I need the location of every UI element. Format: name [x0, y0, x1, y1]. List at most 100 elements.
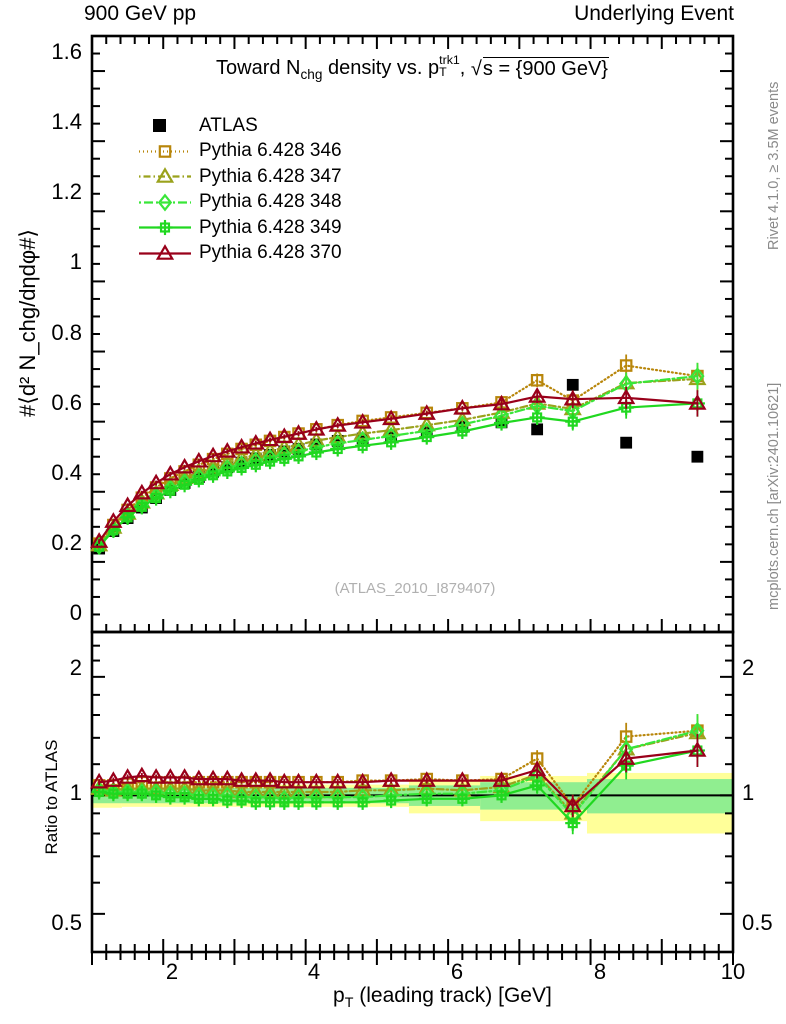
legend-key-5 — [137, 241, 193, 266]
axis-ticks — [91, 35, 734, 965]
legend-key-4 — [137, 215, 193, 240]
x-tick-label-8: 8 — [593, 959, 607, 984]
ratio-pythia-6-428-370-marker — [289, 772, 308, 789]
series-pythia-6-428-370-marker — [232, 437, 251, 454]
legend-item-0[interactable]: ATLAS — [137, 113, 342, 139]
legend-item-5[interactable]: Pythia 6.428 370 — [137, 241, 342, 267]
ratio-pythia-6-428-370-marker — [417, 771, 436, 787]
title-sub-T: T — [439, 64, 447, 79]
series-pythia-6-428-370-marker — [417, 404, 436, 420]
series-pythia-6-428-349-line — [97, 402, 699, 548]
series-pythia-6-428-370-marker — [275, 427, 294, 444]
ratio-pythia-6-428-370-marker — [218, 769, 237, 786]
series-pythia-6-428-370-marker — [90, 532, 109, 548]
y-tick-label-ratio-0_5: 0.5 — [51, 910, 82, 935]
page-title: Toward Nchg density vs. p trk1 T, √s = {90… — [92, 52, 733, 82]
series-atlas-marker — [691, 450, 704, 463]
series-pythia-6-428-370-marker — [189, 451, 208, 468]
title-sub-chg: chg — [300, 66, 323, 82]
legend-item-4[interactable]: Pythia 6.428 349 — [137, 215, 342, 241]
ratio-pythia-6-428-370-marker — [453, 771, 472, 787]
series-pythia-6-428-370-marker — [382, 409, 401, 426]
legend-label-1: Pythia 6.428 346 — [199, 140, 342, 162]
series-pythia-6-428-370-marker — [246, 433, 265, 450]
y-tick-label-main-3: 1 — [69, 249, 82, 274]
ratio-pythia-6-428-370-marker — [528, 760, 547, 777]
series-atlas-marker — [566, 378, 579, 391]
series-pythia-6-428-370-marker — [307, 419, 326, 436]
x-tick-label-2: 2 — [165, 959, 179, 984]
legend-key-1 — [137, 139, 193, 164]
ratio-pythia-6-428-370-marker — [688, 741, 707, 757]
legend-label-3: Pythia 6.428 348 — [199, 191, 342, 213]
title-pt-supsub: trk1 T — [439, 52, 460, 79]
series-pythia-6-428-370-marker — [146, 473, 166, 490]
x-tick-label-4: 4 — [307, 959, 321, 984]
title-part-3: , — [459, 57, 471, 79]
header-right-analysis-label: Underlying Event — [574, 2, 734, 25]
series-pythia-6-428-370-marker — [218, 442, 237, 458]
series-pythia-6-428-370-marker — [161, 464, 180, 481]
legend-key-2 — [137, 164, 193, 189]
y-tick-label-main-0: 1.6 — [51, 39, 82, 64]
ratio-pythia-6-428-370-marker — [353, 772, 372, 789]
ratio-pythia-6-428-370-marker — [617, 749, 636, 765]
series-pythia-6-428-370-marker — [289, 424, 308, 440]
title-sup-trk1: trk1 — [439, 52, 460, 67]
legend-item-3[interactable]: Pythia 6.428 348 — [137, 190, 342, 216]
series-pythia-6-428-370-marker — [492, 394, 511, 411]
legend-item-1[interactable]: Pythia 6.428 346 — [137, 139, 342, 165]
ratio-pythia-6-428-370-marker — [232, 771, 251, 787]
ratio-pythia-6-428-370-marker — [563, 796, 582, 813]
y-tick-label-main-8: 0 — [69, 600, 82, 625]
series-atlas-marker — [620, 436, 633, 449]
series-atlas-marker — [531, 423, 544, 436]
ratio-pythia-6-428-370-marker — [203, 769, 223, 786]
y-tick-label-ratio-1: 1 — [69, 780, 82, 805]
x-axis-label: pT (leading track) [GeV] — [333, 984, 552, 1011]
legend-marker-diamond-icon — [157, 193, 173, 212]
ratio-pythia-6-428-370-marker — [260, 771, 280, 787]
series-pythia-6-428-370-marker — [132, 483, 151, 500]
series-pythia-6-428-370-marker — [453, 398, 472, 415]
ratio-pythia-6-428-370-marker — [328, 772, 347, 789]
y-tick-label-main-4: 0.8 — [51, 320, 82, 345]
header-left-beam-label: 900 GeV pp — [84, 2, 197, 25]
y-tick-label-main-6: 0.4 — [51, 460, 82, 485]
main-panel-frame — [90, 34, 735, 634]
ratio-pythia-6-428-370-marker — [132, 766, 151, 783]
legend: ATLAS Pythia 6.428 346 Pythia 6.428 347 Pyt… — [137, 113, 342, 266]
legend-label-2: Pythia 6.428 347 — [199, 165, 342, 187]
series-pythia-6-428-346-marker — [530, 373, 544, 387]
series-pythia-6-428-370-marker — [175, 457, 194, 474]
ratio-pythia-6-428-370-marker — [189, 769, 208, 786]
title-part-1: Toward N — [216, 57, 301, 79]
legend-marker-square-icon — [158, 144, 172, 158]
series-atlas-marker — [331, 435, 344, 447]
ratio-pythia-6-428-370-marker — [90, 772, 109, 789]
legend-marker-triangle-icon — [155, 243, 175, 260]
series-pythia-6-428-347-line — [97, 377, 699, 547]
title-part-4: s = {900 GeV} — [482, 57, 609, 80]
legend-key-0 — [137, 113, 193, 138]
series-pythia-6-428-348-marker — [690, 367, 705, 386]
x-tick-label-6: 6 — [450, 959, 464, 984]
series-pythia-6-428-370-marker — [328, 416, 347, 432]
ratio-series-group — [90, 714, 707, 835]
legend-label-5: Pythia 6.428 370 — [199, 242, 342, 264]
ratio-pythia-6-428-370-line — [97, 749, 699, 808]
y-tick-label-ratio-2: 2 — [69, 655, 82, 680]
legend-marker-triangle-icon — [155, 167, 175, 184]
ratio-pythia-6-428-370-marker — [175, 768, 194, 784]
ratio-pythia-6-428-370-marker — [161, 768, 180, 784]
series-pythia-6-428-370-marker — [617, 388, 636, 405]
legend-item-2[interactable]: Pythia 6.428 347 — [137, 164, 342, 190]
legend-marker-square-filled-icon — [153, 119, 166, 133]
series-pythia-6-428-370-marker — [260, 430, 280, 447]
title-part-2: density vs. p — [322, 57, 440, 79]
y-tick-label-main-2: 1.2 — [51, 179, 82, 204]
ratio-pythia-6-428-370-marker — [492, 771, 511, 787]
y-tick-label-ratio-right-2: 2 — [742, 655, 755, 680]
series-pythia-6-428-370-marker — [688, 394, 707, 410]
